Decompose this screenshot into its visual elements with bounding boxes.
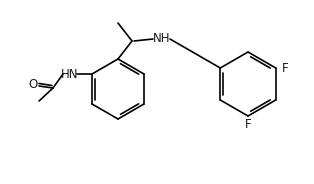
- Text: F: F: [281, 61, 288, 75]
- Text: NH: NH: [153, 33, 171, 45]
- Text: O: O: [28, 79, 38, 91]
- Text: HN: HN: [61, 68, 79, 81]
- Text: F: F: [245, 118, 251, 132]
